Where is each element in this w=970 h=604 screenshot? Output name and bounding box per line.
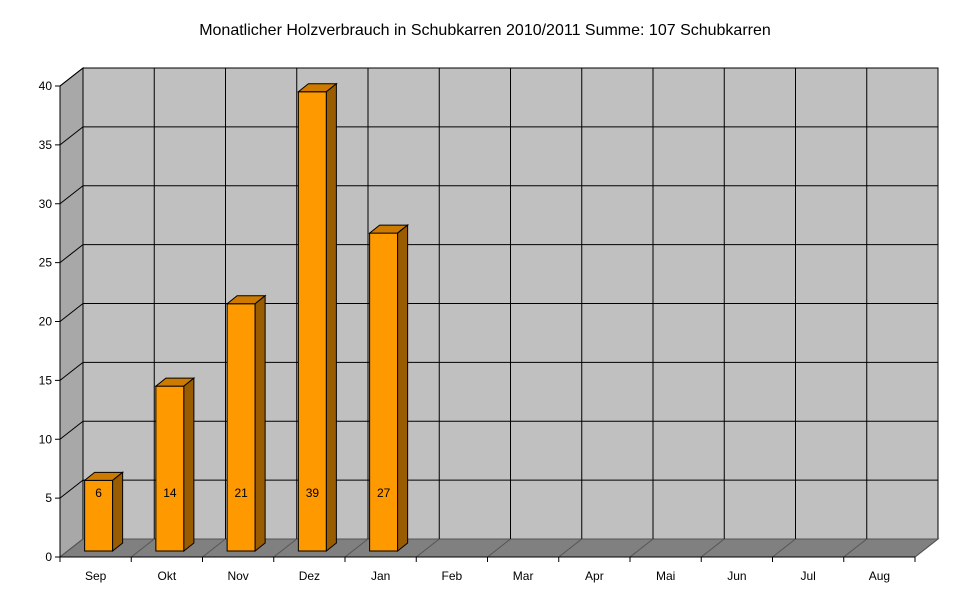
y-tick-label: 5 <box>45 491 52 505</box>
data-label: 39 <box>306 486 320 500</box>
floor-divider <box>772 538 796 558</box>
floor-divider <box>843 538 868 558</box>
floor-divider <box>202 538 226 558</box>
bar-side <box>325 82 337 553</box>
bar-side <box>397 224 409 553</box>
x-tick-label: Feb <box>442 569 463 583</box>
bar <box>296 82 338 553</box>
data-label: 6 <box>95 486 102 500</box>
x-tick-label: Apr <box>585 569 604 583</box>
bar <box>83 471 125 553</box>
floor-divider <box>558 538 583 558</box>
bar-front <box>226 303 256 552</box>
x-tick-label: Aug <box>869 569 890 583</box>
floor-divider <box>344 538 369 558</box>
x-tick-label: Mai <box>656 569 675 583</box>
bar <box>225 294 267 553</box>
y-tick-label: 35 <box>39 138 53 152</box>
x-tick-label: Nov <box>227 569 248 583</box>
chart-grid <box>59 67 939 558</box>
floor-divider <box>700 538 725 558</box>
chart-axes: 0 5 10 15 20 25 30 35 40 <box>39 79 916 564</box>
floor-divider <box>415 538 440 558</box>
bar <box>154 377 196 553</box>
bar-side <box>112 471 124 553</box>
bar-front <box>155 385 185 552</box>
y-tick-label: 0 <box>45 550 52 564</box>
x-tick-label: Mar <box>513 569 534 583</box>
x-tick-label: Jan <box>371 569 390 583</box>
y-tick-label: 25 <box>39 256 53 270</box>
floor-divider <box>59 538 84 558</box>
bar <box>368 224 410 553</box>
y-tick-label: 10 <box>39 432 53 446</box>
floor-divider <box>629 538 654 558</box>
floor-divider <box>914 538 939 558</box>
chart-title: Monatlicher Holzverbrauch in Schubkarren… <box>199 22 771 39</box>
bar-side <box>183 377 195 553</box>
x-tick-label: Jun <box>727 569 746 583</box>
y-tick-label: 15 <box>39 373 53 387</box>
data-label: 27 <box>377 486 391 500</box>
floor-divider <box>487 538 511 558</box>
y-tick-label: 20 <box>39 315 53 329</box>
chart-labels: Sep 6 Okt 14 Nov 21 Dez 39 Jan 27 Feb Mar Apr Mai Jun J… <box>85 486 890 583</box>
chart-bars <box>83 82 410 553</box>
data-label: 14 <box>163 486 177 500</box>
x-tick-label: Jul <box>800 569 815 583</box>
data-label: 21 <box>234 486 248 500</box>
bar-side <box>254 294 266 553</box>
bar-front <box>84 479 114 552</box>
x-tick-label: Okt <box>158 569 177 583</box>
y-tick-label: 40 <box>39 79 53 93</box>
y-tick-label: 30 <box>39 197 53 211</box>
bar-front <box>297 91 327 552</box>
bar-front <box>369 232 399 552</box>
floor-divider <box>273 538 298 558</box>
x-tick-label: Dez <box>299 569 320 583</box>
x-tick-label: Sep <box>85 569 107 583</box>
floor-divider <box>130 538 155 558</box>
